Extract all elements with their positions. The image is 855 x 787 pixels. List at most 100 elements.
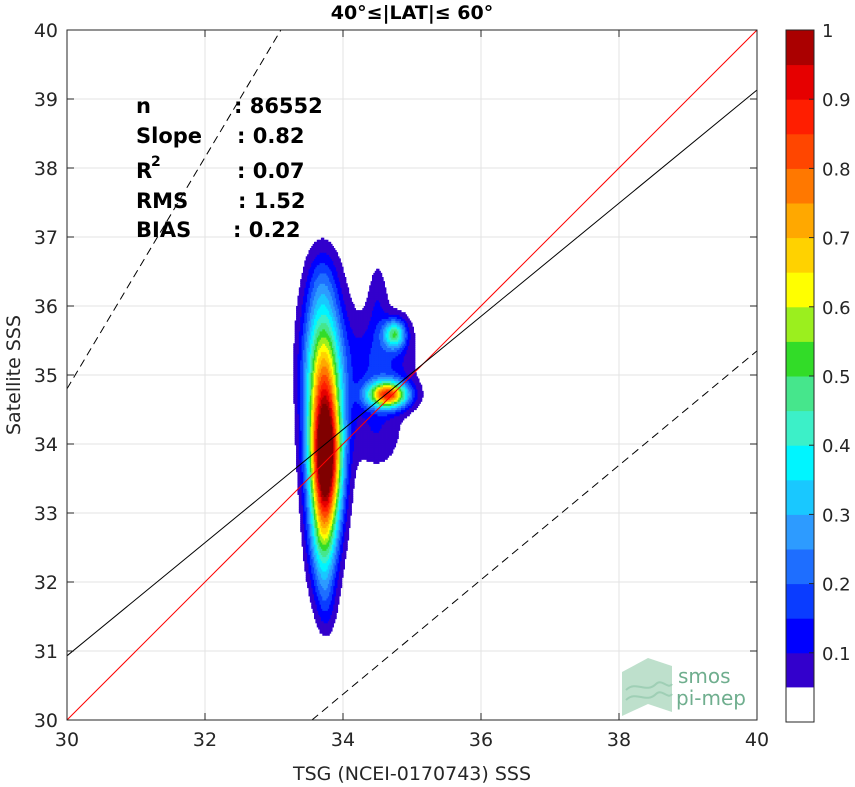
density-cell [311,523,314,527]
density-cell [316,419,319,423]
density-cell [318,562,321,566]
density-cell [326,579,329,582]
density-cell [304,541,307,545]
density-cell [322,411,325,415]
density-cell [301,541,304,545]
density-cell [315,293,318,297]
density-cell [312,496,315,500]
density-cell [326,523,329,527]
density-cell [312,519,315,522]
density-cell [300,459,303,462]
density-cell [322,461,325,464]
density-cell [297,430,300,433]
density-cell [294,413,297,417]
density-cell [318,602,321,605]
density-cell [312,457,315,460]
density-cell [323,419,326,423]
density-cell [308,392,311,396]
density-cell [312,461,315,464]
density-cell [316,320,319,324]
density-cell [318,388,321,392]
density-cell [300,378,303,382]
density-cell [322,368,325,371]
density-cell [311,386,314,390]
density-cell [323,438,326,442]
density-cell [320,585,323,589]
density-cell [318,409,321,413]
density-cell [319,591,322,595]
density-cell [301,486,304,489]
density-cell [318,285,321,288]
density-cell [309,506,312,510]
density-cell [316,583,319,587]
density-cell [293,382,296,386]
density-cell [294,401,297,404]
density-cell [304,306,307,309]
density-cell [319,423,322,427]
density-cell [296,461,299,464]
density-cell [316,490,319,493]
density-cell [315,438,318,442]
density-cell [319,256,322,259]
density-cell [323,529,326,533]
density-cell [325,388,328,392]
density-cell [320,243,323,247]
density-cell [312,585,315,589]
density-cell [305,326,308,330]
density-cell [301,372,304,375]
density-cell [323,622,326,626]
density-cell [318,241,321,245]
density-cell [320,395,323,398]
density-cell [311,529,314,533]
density-cell [302,467,305,471]
density-cell [315,299,318,303]
density-cell [300,374,303,377]
density-cell [314,519,316,522]
density-cell [308,461,311,464]
density-cell [316,428,319,431]
density-cell [312,455,315,458]
density-cell [322,426,325,429]
density-cell [294,392,297,396]
density-cell [319,366,322,369]
density-cell [315,531,318,535]
density-cell [307,484,310,487]
density-cell [309,457,312,460]
density-cell [322,409,325,413]
density-cell [297,366,300,369]
density-cell [301,444,304,448]
density-cell [322,432,325,435]
density-cell [308,566,311,570]
density-cell [305,444,308,448]
density-cell [325,318,328,322]
density-cell [312,513,315,516]
density-cell [311,351,314,355]
density-cell [316,397,319,400]
density-cell [309,539,312,543]
density-cell [302,455,305,458]
density-cell [300,347,303,351]
density-cell [308,324,311,328]
density-cell [320,550,323,553]
density-cell [312,504,315,508]
density-cell [322,289,325,293]
density-cell [320,382,323,386]
density-cell [302,527,305,531]
density-cell [322,527,325,531]
density-cell [320,341,323,344]
density-cell [309,442,312,446]
density-cell [316,374,319,377]
density-cell [294,326,297,330]
density-cell [309,318,312,322]
density-cell [323,287,326,291]
density-cell [311,301,314,305]
density-cell [315,419,318,423]
density-cell [314,556,316,560]
density-cell [298,295,301,299]
density-cell [311,450,314,454]
density-cell [323,597,326,601]
density-cell [316,481,319,485]
density-cell [318,585,321,589]
density-cell [302,378,305,382]
density-cell [307,260,310,264]
